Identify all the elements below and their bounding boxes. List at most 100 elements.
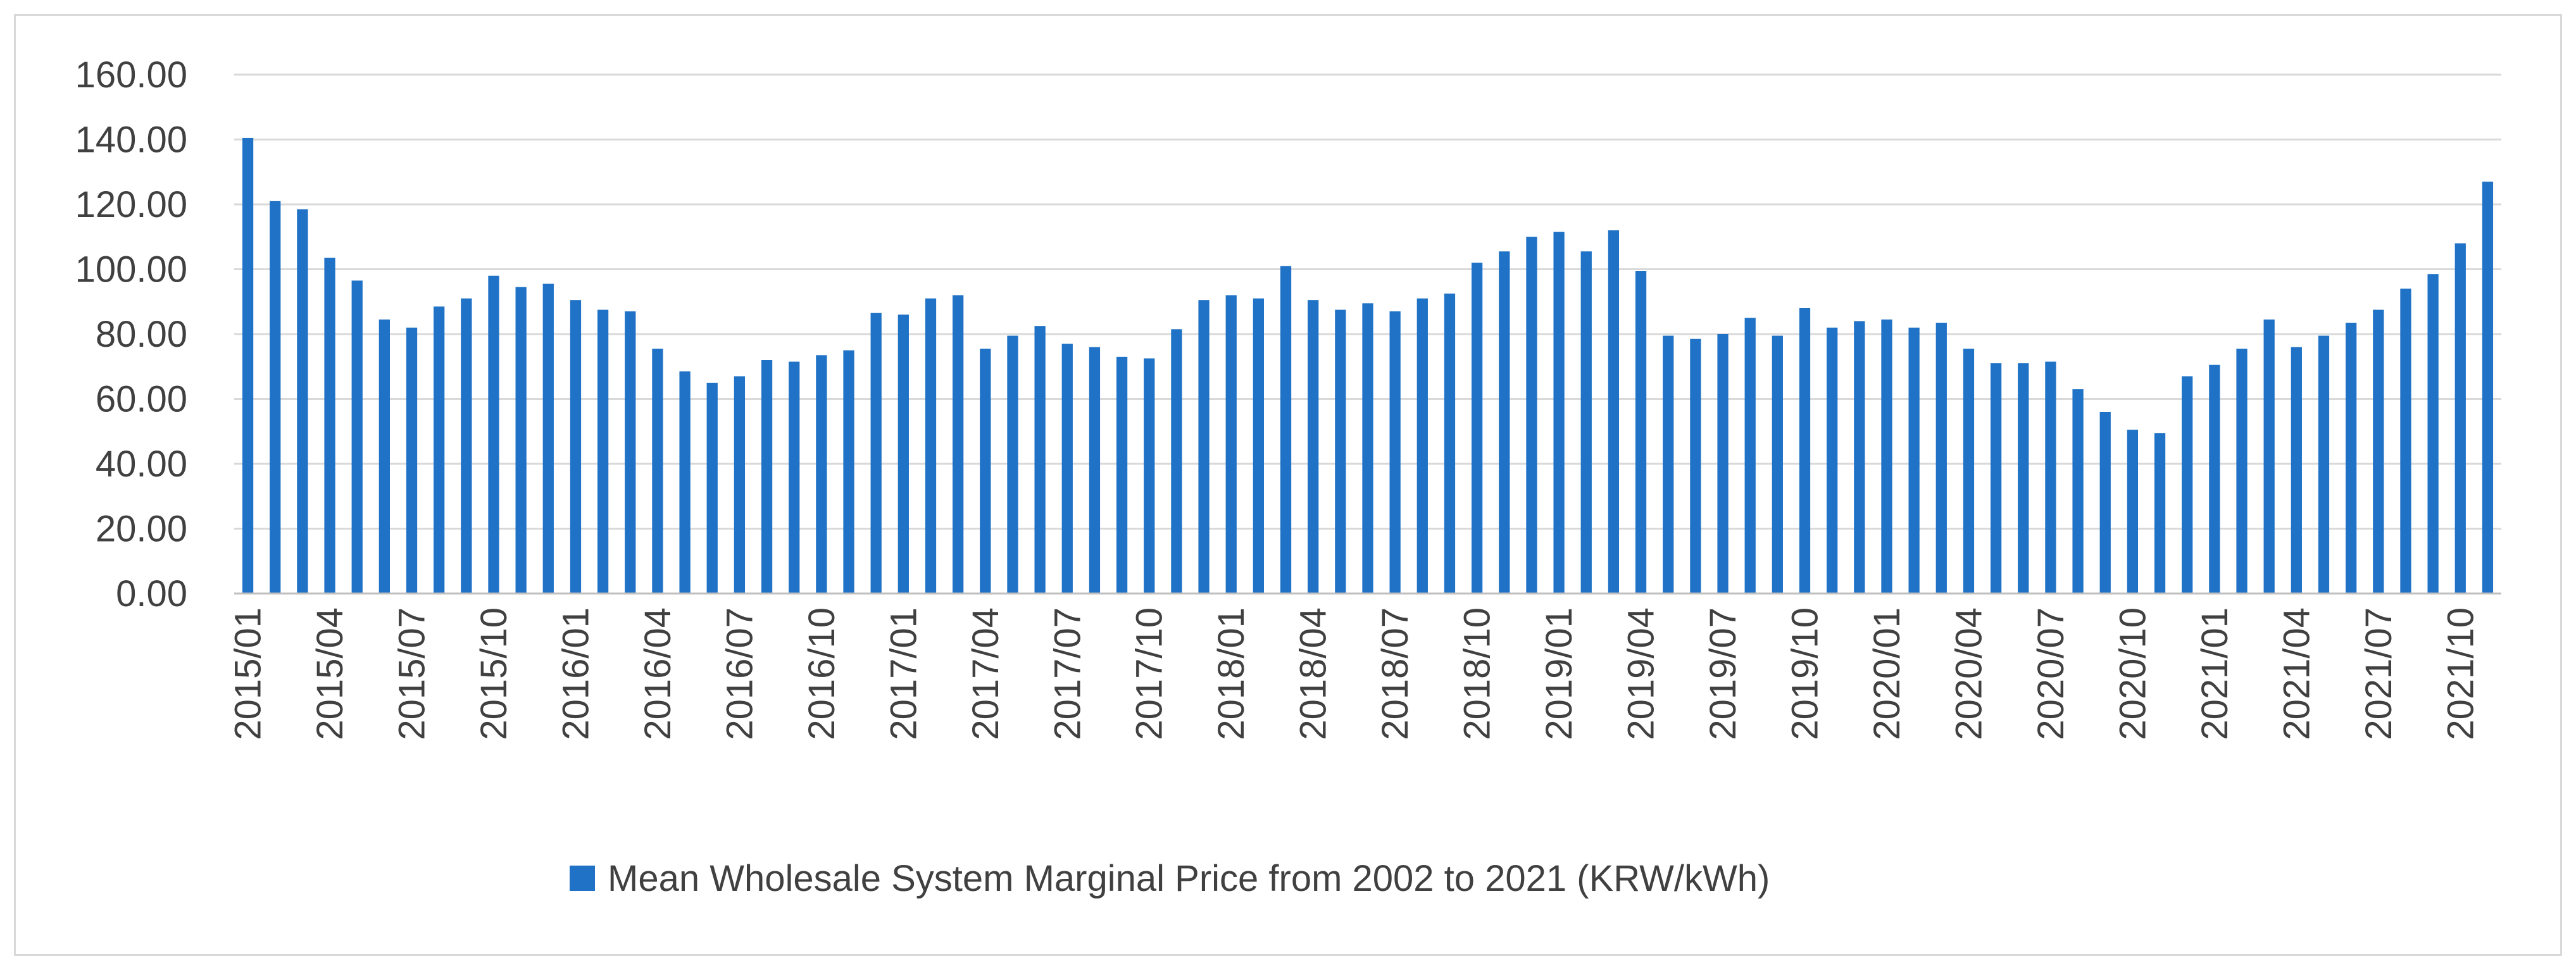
bar (406, 327, 418, 594)
bar (1144, 358, 1155, 594)
bar (1990, 363, 2002, 594)
bar (324, 258, 335, 594)
x-tick-label: 2019/04 (1621, 607, 1662, 740)
x-tick-label: 2016/01 (555, 607, 596, 740)
legend-label: Mean Wholesale System Marginal Price fro… (608, 858, 1770, 899)
x-tick-label: 2021/07 (2358, 607, 2399, 740)
bar (2099, 412, 2111, 594)
x-tick-label: 2019/07 (1703, 607, 1744, 740)
gridlines (234, 73, 2501, 530)
y-tick-label: 0.00 (116, 573, 187, 614)
bar (2454, 243, 2466, 594)
x-tick-label: 2015/10 (473, 607, 515, 740)
x-tick-label: 2018/04 (1293, 607, 1334, 740)
bar (1526, 237, 1537, 594)
bar (542, 283, 554, 594)
bar (1799, 308, 1811, 594)
bar (1089, 347, 1101, 594)
bar (1171, 329, 1182, 594)
bar (2072, 389, 2084, 594)
bar (2346, 323, 2357, 594)
legend-swatch (570, 866, 595, 891)
bar (2182, 376, 2193, 594)
bar (2209, 364, 2220, 594)
bar (1308, 300, 1319, 594)
bar (1908, 327, 1920, 594)
bar (706, 382, 718, 594)
x-tick-label: 2020/10 (2112, 607, 2153, 740)
legend: Mean Wholesale System Marginal Price fro… (570, 858, 1770, 899)
bar (2318, 335, 2330, 594)
x-tick-label: 2016/04 (637, 607, 678, 740)
bar (2373, 309, 2384, 594)
bar (1007, 335, 1018, 594)
bar (2045, 361, 2056, 594)
bar (679, 371, 691, 594)
bar (378, 319, 390, 594)
x-tick-label: 2019/01 (1539, 607, 1580, 740)
bar (1744, 318, 1756, 594)
bar (897, 314, 909, 594)
x-tick-label: 2021/01 (2194, 607, 2235, 740)
bar (625, 311, 636, 594)
x-axis-ticks: 2015/01 2015/04 2015/07 2015/10 2016/01 2016/… (228, 607, 2482, 740)
y-tick-label: 120.00 (75, 184, 187, 225)
bar (652, 349, 663, 594)
y-tick-label: 40.00 (96, 444, 187, 485)
bar (2291, 347, 2302, 594)
x-tick-label: 2017/04 (965, 607, 1006, 740)
bar (270, 201, 281, 594)
bar (925, 298, 937, 594)
x-tick-label: 2018/07 (1375, 607, 1416, 740)
bar (1253, 298, 1265, 594)
x-tick-label: 2018/01 (1211, 607, 1252, 740)
bar (1198, 300, 1210, 594)
x-tick-label: 2020/04 (1948, 607, 1989, 740)
bar (1389, 311, 1401, 594)
y-tick-label: 140.00 (75, 120, 187, 161)
bar (1690, 339, 1701, 594)
x-tick-label: 2016/10 (801, 607, 842, 740)
y-tick-label: 100.00 (75, 249, 187, 290)
bar (980, 349, 991, 594)
bar (488, 275, 499, 594)
bar (1280, 266, 1292, 594)
bar (1827, 327, 1838, 594)
bar (297, 209, 308, 594)
bar (816, 355, 827, 594)
bar (351, 280, 363, 594)
y-tick-label: 160.00 (75, 54, 187, 96)
x-tick-label: 2019/10 (1785, 607, 1826, 740)
x-tick-label: 2020/07 (2030, 607, 2072, 740)
x-tick-label: 2021/04 (2276, 607, 2317, 740)
bar (1335, 309, 1346, 594)
x-tick-label: 2018/10 (1457, 607, 1498, 740)
bar (2127, 430, 2139, 594)
bar (1116, 356, 1128, 594)
bar (570, 300, 582, 594)
bar (2263, 319, 2275, 594)
bar (1717, 334, 1729, 594)
y-tick-label: 80.00 (96, 314, 187, 355)
bar (1963, 349, 1975, 594)
x-tick-label: 2021/10 (2440, 607, 2481, 740)
bar (597, 309, 609, 594)
bar (242, 137, 254, 594)
bar (2154, 433, 2166, 594)
bar (2018, 363, 2029, 594)
x-tick-label: 2016/07 (719, 607, 760, 740)
bar (843, 350, 854, 594)
bar (789, 361, 800, 594)
bar (1061, 344, 1073, 594)
x-tick-label: 2015/07 (392, 607, 433, 740)
bar (1854, 321, 1865, 594)
y-tick-label: 60.00 (96, 379, 187, 420)
bar (2427, 274, 2439, 594)
bar (1034, 326, 1046, 594)
bar (1499, 251, 1510, 594)
bar (1608, 230, 1620, 594)
bar (870, 313, 882, 594)
x-tick-label: 2015/04 (309, 607, 351, 740)
x-tick-label: 2020/01 (1866, 607, 1908, 740)
